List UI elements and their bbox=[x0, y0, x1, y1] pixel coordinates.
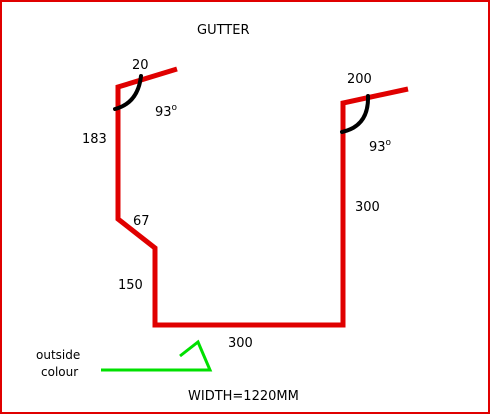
outside-colour-arrow bbox=[101, 339, 213, 372]
outside-colour-note-line2: colour bbox=[41, 365, 79, 379]
right-side-dimension: 300 bbox=[355, 200, 380, 215]
base-dimension: 300 bbox=[228, 336, 253, 351]
left-angle-label: 93o bbox=[155, 101, 177, 120]
diagram-title: GUTTER bbox=[197, 23, 250, 38]
left-angle-degree: o bbox=[171, 103, 178, 113]
left-slope-dimension: 67 bbox=[133, 214, 150, 229]
outside-colour-note-line1: outside bbox=[36, 348, 81, 362]
right-angle-label: 93o bbox=[369, 136, 391, 155]
right-angle-value: 93 bbox=[369, 140, 386, 155]
left-angle-value: 93 bbox=[155, 105, 172, 120]
right-lip-dimension: 200 bbox=[347, 72, 372, 87]
width-label: WIDTH=1220MM bbox=[188, 389, 299, 404]
left-lower-dimension: 150 bbox=[118, 278, 143, 293]
left-angle-arc bbox=[113, 74, 143, 111]
right-angle-degree: o bbox=[385, 138, 392, 148]
left-lip-dimension: 20 bbox=[132, 58, 149, 73]
left-upper-dimension: 183 bbox=[82, 132, 107, 147]
right-angle-arc bbox=[340, 94, 371, 134]
